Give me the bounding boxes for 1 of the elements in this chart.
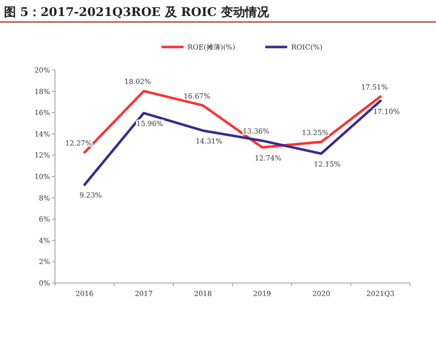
chart-title: 图 5：2017-2021Q3ROE 及 ROIC 变动情况	[4, 5, 270, 19]
